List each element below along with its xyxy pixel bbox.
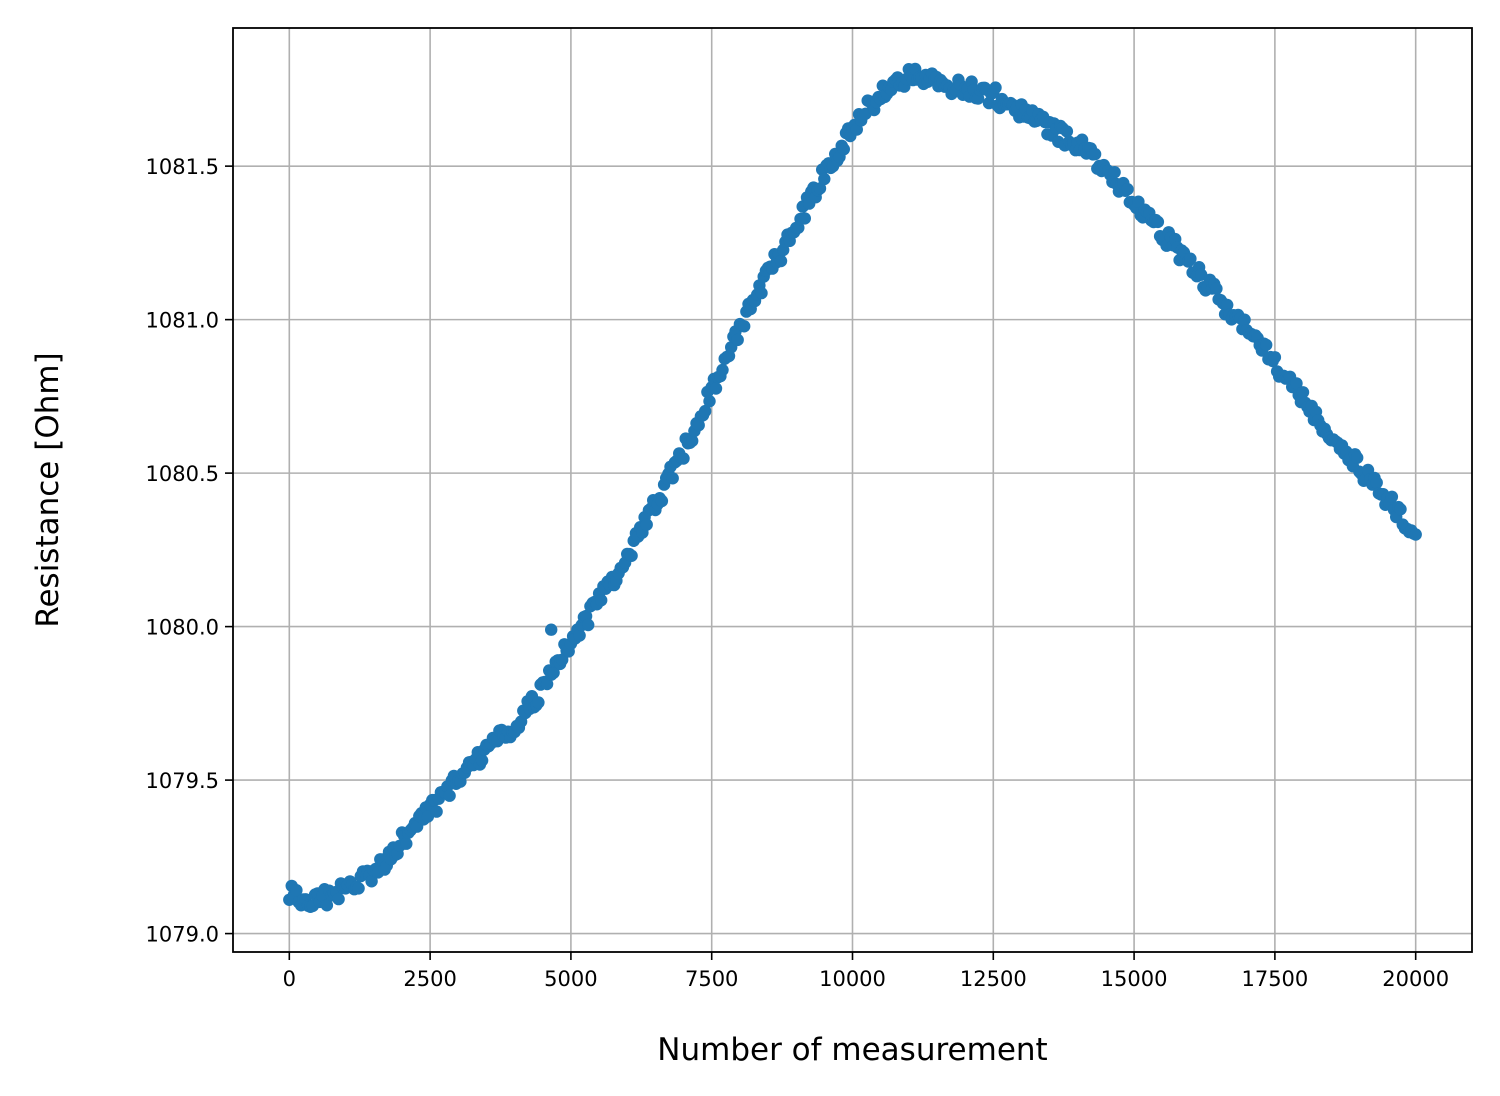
data-point-0-72 xyxy=(443,789,456,802)
data-point-0-175 xyxy=(666,472,679,485)
data-point-0-225 xyxy=(774,254,788,268)
data-point-0-190 xyxy=(699,404,712,418)
data-point-0-3 xyxy=(290,884,303,897)
data-point-0-236 xyxy=(798,212,811,225)
y-tick-label-4: 1081.0 xyxy=(146,309,219,333)
x-tick-label-2: 5000 xyxy=(544,967,597,991)
data-point-0-87 xyxy=(475,754,489,767)
x-tick-label-4: 10000 xyxy=(819,967,886,991)
data-point-0-30 xyxy=(352,882,365,895)
data-point-0-36 xyxy=(365,875,378,888)
data-point-0-156 xyxy=(625,549,638,562)
y-tick-label-2: 1080.0 xyxy=(146,616,219,640)
data-point-0-52 xyxy=(400,837,413,850)
data-point-0-518 xyxy=(1409,528,1422,541)
data-point-0-449 xyxy=(1260,338,1273,352)
data-point-0-216 xyxy=(755,286,768,300)
data-point-0-16 xyxy=(320,899,334,912)
x-tick-label-0: 0 xyxy=(283,967,296,991)
data-point-0-195 xyxy=(709,382,723,395)
data-point-0-184 xyxy=(686,434,699,448)
data-point-0-117 xyxy=(540,677,554,691)
y-tick-label-5: 1081.5 xyxy=(146,155,219,179)
data-points xyxy=(283,62,1422,913)
data-point-0-426 xyxy=(1210,282,1223,295)
x-tick-label-7: 17500 xyxy=(1241,967,1308,991)
x-tick-label-1: 2500 xyxy=(403,967,456,991)
data-point-0-324 xyxy=(989,81,1002,94)
data-point-0-379 xyxy=(1108,166,1121,179)
x-tick-label-6: 15000 xyxy=(1101,967,1168,991)
data-point-0-170 xyxy=(655,494,669,508)
data-point-0-357 xyxy=(1060,125,1074,138)
data-point-0-439 xyxy=(1238,313,1251,326)
data-point-0-500 xyxy=(1370,476,1383,489)
data-point-0-511 xyxy=(1394,503,1407,516)
data-point-0-66 xyxy=(430,805,443,818)
x-tick-label-3: 7500 xyxy=(685,967,738,991)
axis-ticks: 0 2500 5000 7500 10000 12500 15000 17500 20000 10… xyxy=(146,155,1450,991)
y-tick-label-3: 1080.5 xyxy=(146,462,219,486)
data-point-0-463 xyxy=(1290,377,1303,390)
data-point-0-192 xyxy=(703,395,716,408)
data-point-0-136 xyxy=(582,618,595,632)
data-point-0-370 xyxy=(1088,147,1102,161)
data-point-0-414 xyxy=(1184,252,1197,265)
data-point-0-180 xyxy=(677,452,690,465)
data-point-0-254 xyxy=(837,143,850,156)
data-point-0-132 xyxy=(573,629,586,642)
y-tick-label-0: 1079.0 xyxy=(146,923,219,947)
data-point-0-243 xyxy=(813,182,827,195)
y-axis-title: Resistance [Ohm] xyxy=(30,352,66,627)
data-point-0-205 xyxy=(731,333,744,347)
data-point-0-163 xyxy=(640,518,653,531)
data-point-0-208 xyxy=(738,320,751,333)
data-point-0-453 xyxy=(1268,351,1282,364)
data-point-0-507 xyxy=(1385,490,1399,503)
x-tick-label-5: 12500 xyxy=(960,967,1027,991)
data-point-0-399 xyxy=(1151,215,1165,229)
data-point-0-142 xyxy=(595,594,608,607)
data-point-0-21 xyxy=(332,892,345,906)
x-tick-label-8: 20000 xyxy=(1382,967,1449,991)
data-point-0-385 xyxy=(1121,183,1134,196)
data-point-0-113 xyxy=(532,696,545,709)
data-point-0-245 xyxy=(818,172,831,186)
outlier-point-0 xyxy=(545,623,558,636)
grid-lines xyxy=(233,28,1472,952)
data-point-0-431 xyxy=(1221,298,1234,312)
data-point-0-120 xyxy=(547,666,560,679)
x-axis-title: Number of measurement xyxy=(657,1032,1047,1068)
data-point-0-491 xyxy=(1351,451,1364,464)
data-point-0-198 xyxy=(716,363,729,377)
y-tick-label-1: 1079.5 xyxy=(146,769,219,793)
data-point-0-466 xyxy=(1296,386,1310,399)
